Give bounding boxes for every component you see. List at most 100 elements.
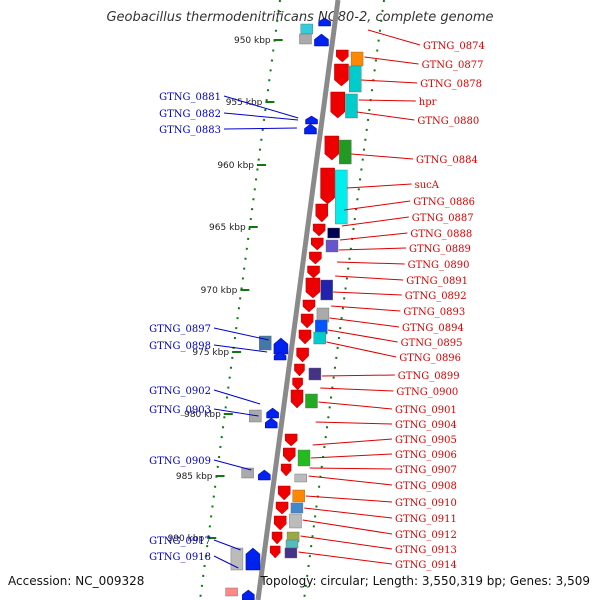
kbp-label: 960 kbp <box>217 161 254 171</box>
forward-gene-label: GTNG_0899 <box>398 371 460 382</box>
cog-box <box>300 23 313 35</box>
reverse-gene-label: GTNG_0918 <box>149 552 211 563</box>
cog-box <box>320 279 333 301</box>
forward-gene-arrow <box>284 433 298 447</box>
cog-box <box>339 139 352 165</box>
forward-callout-line <box>320 387 394 392</box>
reverse-gene-label: GTNG_0882 <box>159 109 221 120</box>
cog-box <box>327 227 340 239</box>
reverse-gene-arrow <box>305 115 318 125</box>
forward-gene-arrow <box>273 515 287 531</box>
reverse-callout-line <box>213 539 241 551</box>
forward-gene-label: GTNG_0908 <box>395 481 457 492</box>
forward-gene-label: GTNG_0901 <box>395 405 457 416</box>
kbp-label: 985 kbp <box>176 472 213 482</box>
genome-info-label: Topology: circular; Length: 3,550,319 bp… <box>260 574 590 588</box>
reverse-callout-line <box>213 408 259 417</box>
forward-gene-arrow <box>315 203 329 223</box>
forward-gene-label: GTNG_0907 <box>395 465 457 476</box>
kbp-label: 950 kbp <box>234 36 271 46</box>
forward-gene-label: GTNG_0878 <box>420 79 482 90</box>
forward-callout-line <box>339 232 408 241</box>
forward-gene-label: GTNG_0890 <box>408 260 470 271</box>
forward-callout-line <box>351 153 414 160</box>
forward-callout-line <box>308 475 393 486</box>
cog-box <box>241 467 254 479</box>
forward-gene-label: GTNG_0893 <box>403 307 465 318</box>
cog-box <box>349 65 362 93</box>
cog-box <box>225 587 238 597</box>
reverse-gene-label: GTNG_0902 <box>149 386 211 397</box>
kbp-markers: 950 kbp 955 kbp 960 kbp 965 kbp 970 kbp 975 k… <box>168 36 283 544</box>
cog-box <box>285 539 299 549</box>
forward-gene-label: GTNG_0880 <box>417 116 479 127</box>
forward-gene-arrow <box>298 329 312 345</box>
forward-callout-line <box>367 29 421 46</box>
reverse-gene-label: GTNG_0898 <box>149 341 211 352</box>
forward-gene-label: hpr <box>419 97 437 108</box>
reverse-gene-arrow <box>304 123 317 135</box>
forward-gene-label: GTNG_0911 <box>395 514 457 525</box>
kbp-label: 970 kbp <box>201 286 238 296</box>
forward-gene-arrow <box>311 237 324 251</box>
forward-gene-arrow <box>269 545 281 559</box>
kbp-label: 990 kbp <box>168 534 205 544</box>
forward-gene-label: GTNG_0888 <box>410 229 472 240</box>
forward-gene-arrow <box>283 447 296 463</box>
reverse-callout-line <box>213 389 261 405</box>
forward-callout-line <box>327 329 398 343</box>
forward-callout-line <box>361 79 418 84</box>
cog-box <box>289 513 302 529</box>
forward-gene-arrow <box>302 299 316 313</box>
reverse-gene-label: GTNG_0903 <box>149 405 211 416</box>
forward-callout-line <box>337 261 405 265</box>
forward-callout-line <box>305 495 393 503</box>
forward-gene-label: GTNG_0906 <box>395 450 457 461</box>
forward-callout-line <box>358 99 416 102</box>
forward-gene-label: GTNG_0913 <box>395 545 457 556</box>
cog-box <box>350 51 364 67</box>
kbp-label: 975 kbp <box>192 348 229 358</box>
reverse-gene-arrow <box>265 417 278 429</box>
reverse-gene-arrow <box>258 469 271 481</box>
reverse-gene-arrow <box>314 33 329 47</box>
cog-box <box>325 239 339 253</box>
forward-gene-label: GTNG_0884 <box>416 155 478 166</box>
forward-callout-line <box>343 200 411 211</box>
forward-gene-label: GTNG_0910 <box>395 498 457 509</box>
reverse-gene-label: GTNG_0881 <box>159 92 221 103</box>
forward-callout-line <box>329 317 400 328</box>
reverse-gene-label: GTNG_0917 <box>149 536 211 547</box>
forward-gene-label: GTNG_0874 <box>423 41 485 52</box>
forward-gene-arrow <box>305 277 321 299</box>
forward-callout-line <box>318 401 393 410</box>
reverse-callout-line <box>223 112 299 121</box>
forward-callout-line <box>309 467 393 470</box>
forward-gene-label: GTNG_0895 <box>401 338 463 349</box>
forward-callout-line <box>300 535 393 550</box>
forward-gene-label: GTNG_0889 <box>409 244 471 255</box>
forward-gene-arrow <box>290 389 304 409</box>
forward-gene-label: GTNG_0912 <box>395 530 457 541</box>
forward-gene-arrow <box>330 91 345 119</box>
cog-box <box>335 169 348 225</box>
reverse-gene-arrow <box>245 547 261 571</box>
forward-gene-label: GTNG_0886 <box>413 197 475 208</box>
forward-callout-line <box>315 421 393 425</box>
forward-gene-arrow <box>312 223 326 237</box>
forward-gene-label: GTNG_0905 <box>395 435 457 446</box>
reverse-gene-label: GTNG_0909 <box>149 456 211 467</box>
reverse-gene-arrow <box>273 337 289 355</box>
forward-callout-line <box>333 291 402 296</box>
reverse-callout-line <box>213 327 269 341</box>
cog-box <box>284 547 298 559</box>
forward-gene-arrow <box>280 463 292 477</box>
reverse-gene-arrow <box>242 589 255 600</box>
forward-gene-arrow <box>300 313 314 329</box>
forward-callout-line <box>298 551 393 565</box>
kbp-label: 980 kbp <box>184 410 221 420</box>
reverse-callout-line <box>213 555 239 569</box>
reverse-callout-line <box>223 127 297 130</box>
kbp-label: 955 kbp <box>226 98 263 108</box>
genome-backbone <box>255 0 341 600</box>
